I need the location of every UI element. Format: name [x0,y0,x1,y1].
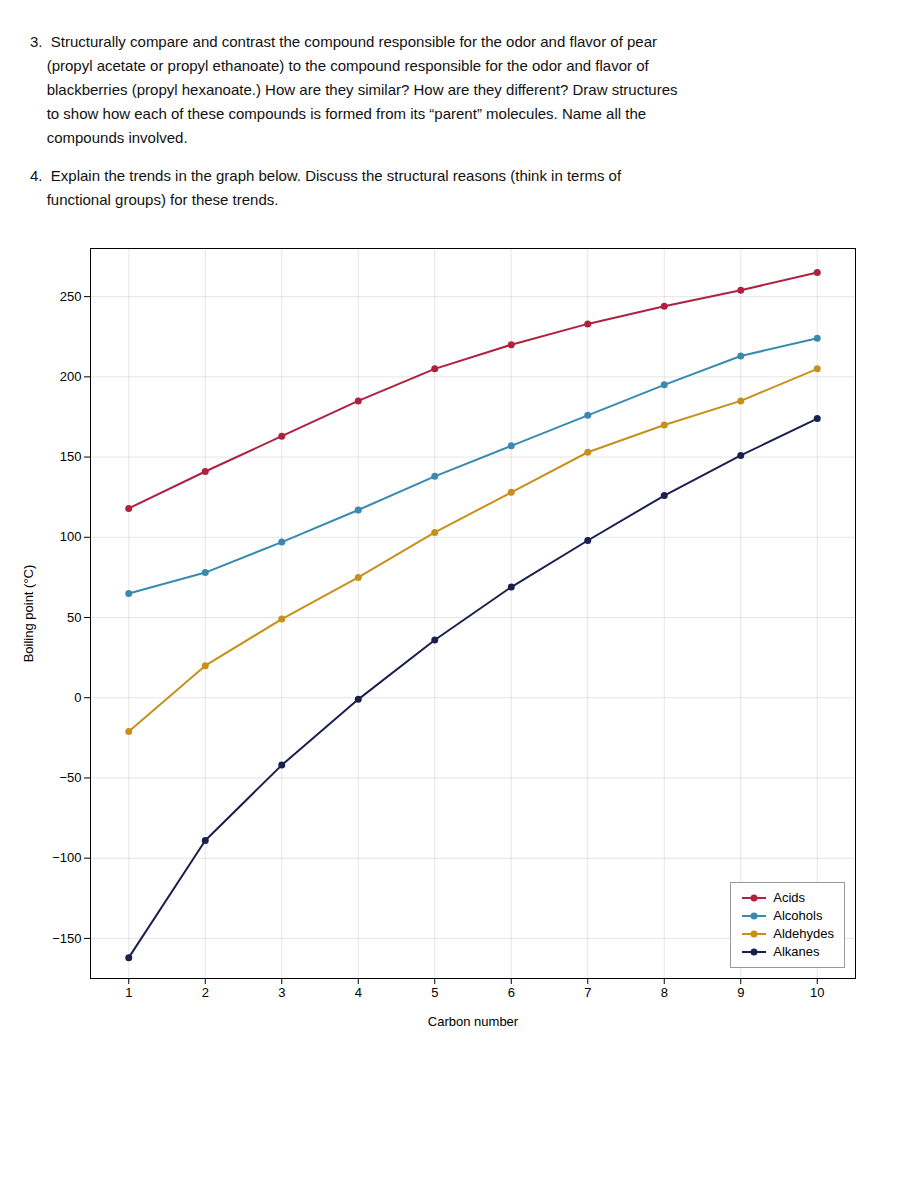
svg-text:10: 10 [810,985,824,1000]
svg-text:150: 150 [60,449,82,464]
svg-text:3: 3 [278,985,285,1000]
svg-text:6: 6 [508,985,515,1000]
svg-text:250: 250 [60,289,82,304]
svg-text:−50: −50 [59,770,81,785]
html-text:functional groups) for these t: functional groups) for these trends. [30,191,279,208]
html-text:(propyl acetate or propyl etha: (propyl acetate or propyl ethanoate) to … [30,57,649,74]
html-text:blackberries (propyl hexanoate: blackberries (propyl hexanoate.) How are… [30,81,678,98]
svg-text:−150: −150 [52,931,81,946]
svg-text:Boiling point (°C): Boiling point (°C) [21,565,36,663]
html-text:to show how each of these comp: to show how each of these compounds is f… [30,105,647,122]
svg-text:50: 50 [67,610,81,625]
svg-text:5: 5 [431,985,438,1000]
svg-text:200: 200 [60,369,82,384]
svg-text:2: 2 [202,985,209,1000]
svg-text:4: 4 [355,985,362,1000]
svg-text:−100: −100 [52,850,81,865]
html-text:compounds involved.: compounds involved. [30,129,188,146]
html-text:4. Explain the trends in the g: 4. Explain the trends in the graph below… [30,167,622,184]
svg-text:100: 100 [60,529,82,544]
svg-text:7: 7 [584,985,591,1000]
svg-text:1: 1 [125,985,132,1000]
html-text:3. Structurally compare and co: 3. Structurally compare and contrast the… [30,33,657,50]
svg-text:0: 0 [74,690,81,705]
html-text:Acids: Acids [773,890,806,905]
html-text:Aldehydes: Aldehydes [773,926,834,941]
html-text:Alkanes: Alkanes [773,944,820,959]
html-text:Alcohols: Alcohols [773,908,823,923]
svg-text:9: 9 [737,985,744,1000]
svg-text:8: 8 [661,985,668,1000]
svg-text:Carbon number: Carbon number [428,1014,519,1029]
